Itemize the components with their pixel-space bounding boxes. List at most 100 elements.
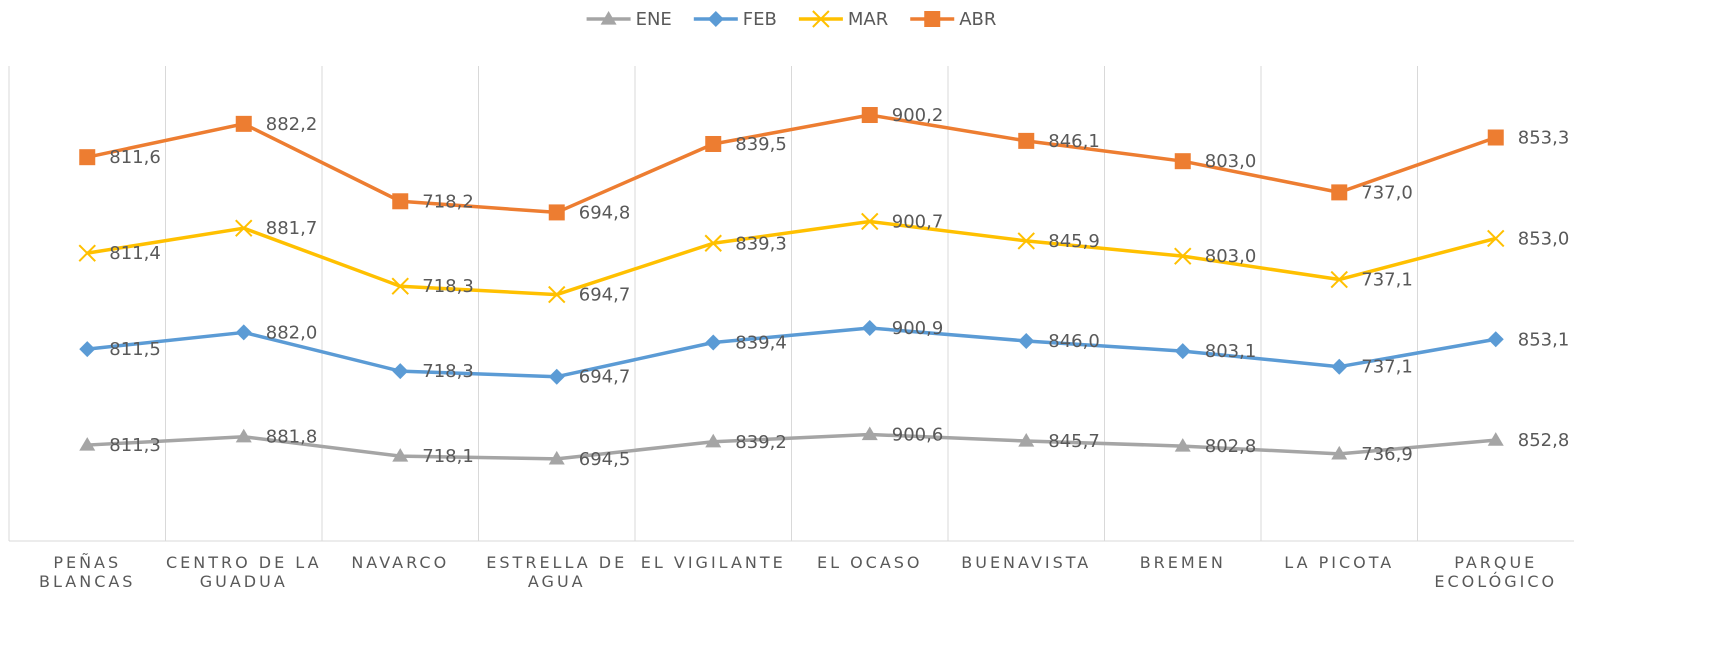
marker [1487, 331, 1504, 348]
marker [705, 433, 722, 448]
marker [391, 277, 409, 295]
data-label: 853,1 [1518, 329, 1570, 350]
marker [600, 11, 617, 25]
legend-item: FEB [693, 9, 777, 30]
data-label: 882,2 [266, 114, 318, 135]
marker [1487, 129, 1504, 146]
series: 811,6 882,2 718,2 694,8 839,5 900,2 846,1 803,0… [79, 105, 1569, 223]
marker [235, 324, 252, 341]
marker [235, 115, 252, 132]
data-label: 845,7 [1048, 431, 1100, 452]
data-label: 811,5 [109, 339, 161, 360]
data-label: 718,1 [422, 446, 474, 467]
marker [1174, 438, 1191, 452]
marker [861, 426, 878, 441]
legend-label: MAR [848, 9, 888, 30]
marker [861, 107, 878, 124]
data-label: 853,0 [1518, 228, 1570, 249]
marker [548, 368, 565, 385]
marker [1174, 247, 1192, 265]
marker [548, 450, 565, 465]
legend-item: MAR [798, 9, 888, 30]
x-tick-label: BREMEN [1139, 553, 1226, 572]
data-label: 811,3 [109, 435, 161, 456]
data-label: 811,6 [109, 147, 161, 168]
x-tick-label: PARQUE ECOLÓGICO [1434, 553, 1558, 591]
data-label: 803,0 [1205, 246, 1257, 267]
series: 811,3 881,8 718,1 694,5 839,2 900,6 845,7 802,8… [79, 425, 1569, 470]
data-label: 737,1 [1361, 270, 1413, 291]
marker [235, 428, 252, 443]
marker [1331, 358, 1348, 375]
marker [861, 319, 878, 336]
x-tick-label: CENTRO DE LA GUADUA [165, 553, 322, 591]
marker [79, 341, 96, 358]
marker [548, 204, 565, 221]
x-tick-label: PEÑAS BLANCAS [39, 553, 136, 591]
data-label: 694,5 [579, 449, 631, 470]
data-label: 737,1 [1361, 357, 1413, 378]
data-label: 846,0 [1048, 331, 1100, 352]
data-label: 839,3 [735, 233, 787, 254]
data-label: 839,5 [735, 134, 787, 155]
marker [705, 334, 722, 351]
data-label: 900,6 [892, 425, 944, 446]
x-tick-label: BUENAVISTA [961, 553, 1092, 572]
marker [704, 234, 722, 252]
marker [1331, 184, 1348, 201]
marker [392, 193, 409, 210]
data-label: 718,3 [422, 276, 474, 297]
marker [1018, 132, 1035, 149]
marker [812, 10, 830, 28]
marker [1487, 229, 1505, 248]
marker [79, 149, 96, 166]
marker [548, 285, 566, 304]
x-tick-label: EL OCASO [816, 553, 923, 572]
data-label: 811,4 [109, 243, 161, 264]
data-label: 718,2 [422, 191, 474, 212]
data-label: 718,3 [422, 361, 474, 382]
line [87, 326, 1497, 379]
marker [78, 244, 96, 262]
data-label: 803,1 [1205, 341, 1257, 362]
marker [1018, 432, 1035, 447]
marker [1017, 232, 1035, 250]
data-label: 900,2 [892, 105, 944, 126]
data-label: 839,2 [735, 432, 787, 453]
marker [1330, 270, 1348, 289]
marker [392, 363, 409, 380]
marker [1487, 432, 1504, 446]
data-label: 900,9 [892, 318, 944, 339]
data-label: 694,7 [579, 285, 631, 306]
data-label: 846,1 [1048, 131, 1100, 152]
series: 811,4 881,7 718,3 694,7 839,3 900,7 845,9 803,0… [78, 211, 1570, 306]
legend-item: ABR [910, 9, 996, 30]
data-label: 881,7 [266, 218, 318, 239]
marker [392, 448, 409, 462]
data-label: 881,8 [266, 427, 318, 448]
line [87, 432, 1496, 461]
data-label: 737,0 [1361, 182, 1413, 203]
line [86, 113, 1497, 215]
data-label: 694,7 [579, 367, 631, 388]
data-label: 845,9 [1048, 231, 1100, 252]
x-tick-label: ESTRELLA DE AGUA [486, 553, 628, 591]
data-label: 802,8 [1205, 436, 1257, 457]
legend-label: ENE [636, 9, 672, 30]
marker [1174, 343, 1191, 360]
line [86, 219, 1497, 297]
marker [705, 135, 722, 152]
data-label: 694,8 [579, 202, 631, 223]
marker [861, 212, 879, 231]
marker [235, 219, 253, 237]
data-label: 900,7 [892, 211, 944, 232]
marker [79, 437, 96, 451]
marker [924, 11, 941, 27]
marker [1174, 153, 1191, 170]
legend-label: FEB [743, 9, 777, 30]
data-label: 839,4 [735, 333, 787, 354]
x-tick-label: NAVARCO [351, 553, 450, 572]
marker [1018, 332, 1035, 349]
data-label: 803,0 [1205, 151, 1257, 172]
